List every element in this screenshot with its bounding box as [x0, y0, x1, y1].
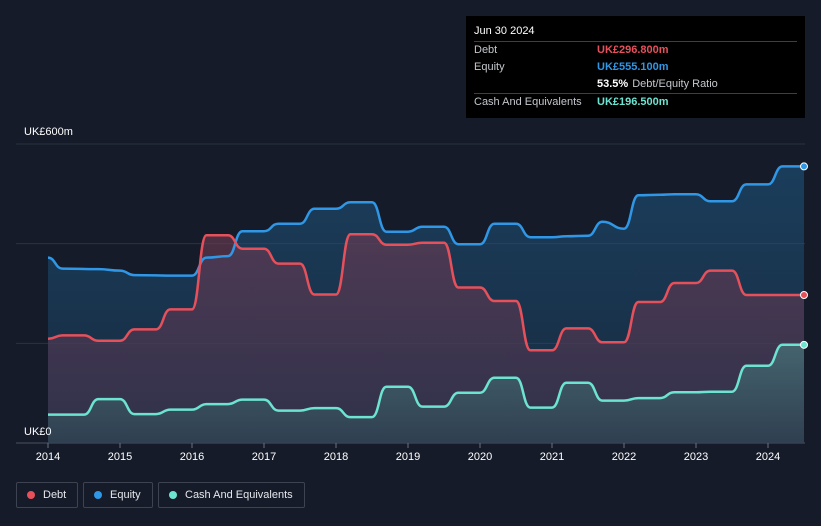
cash-line	[48, 343, 804, 419]
tooltip-panel: Jun 30 2024 Debt UK£296.800m Equity UK£5…	[466, 16, 805, 118]
chart-legend: Debt Equity Cash And Equivalents	[16, 482, 310, 510]
tooltip-date: Jun 30 2024	[474, 25, 535, 37]
tooltip-cash-value: UK£196.500m	[597, 96, 669, 108]
tooltip-equity-value: UK£555.100m	[597, 61, 669, 73]
legend-debt-dot	[27, 491, 35, 499]
tooltip-cash-row: Cash And Equivalents UK£196.500m	[474, 93, 797, 111]
cash-area	[48, 344, 804, 443]
x-tick-label: 2016	[180, 451, 204, 463]
tooltip-ratio-value: 53.5%	[597, 78, 629, 90]
series-areas	[48, 166, 804, 443]
tooltip-debt-value: UK£296.800m	[597, 44, 669, 56]
x-tick-label: 2024	[756, 451, 780, 463]
x-tick-label: 2020	[468, 451, 492, 463]
x-tick-label: 2017	[252, 451, 276, 463]
x-tick-label: 2014	[36, 451, 60, 463]
legend-debt[interactable]: Debt	[16, 482, 78, 508]
x-tick-label: 2019	[396, 451, 420, 463]
legend-equity-dot	[94, 491, 102, 499]
legend-debt-label: Debt	[43, 489, 67, 501]
tooltip-equity-label: Equity	[474, 61, 505, 73]
legend-cash[interactable]: Cash And Equivalents	[158, 482, 305, 508]
y-axis-top-label: UK£600m	[24, 126, 73, 138]
x-tick-label: 2022	[612, 451, 636, 463]
legend-equity[interactable]: Equity	[83, 482, 153, 508]
legend-equity-label: Equity	[110, 489, 141, 501]
debt-end-point	[800, 290, 808, 299]
tooltip-debt-row: Debt UK£296.800m	[474, 41, 797, 59]
end-markers	[800, 162, 808, 349]
x-tick-label: 2015	[108, 451, 132, 463]
x-tick-label: 2018	[324, 451, 348, 463]
tooltip-ratio-label: Debt/Equity Ratio	[632, 78, 718, 90]
tooltip-ratio-row: 53.5% Debt/Equity Ratio	[474, 76, 797, 93]
x-axis-ticks: 2014 2015 2016 2017 2018 2019 2020 2021 2022 2023…	[36, 443, 780, 463]
tooltip-cash-label: Cash And Equivalents	[474, 96, 582, 108]
series-lines	[47, 165, 804, 419]
equity-end-point	[800, 162, 808, 171]
cash-end-point	[800, 340, 808, 349]
x-tick-label: 2021	[540, 451, 564, 463]
tooltip-debt-label: Debt	[474, 44, 498, 56]
legend-cash-dot	[169, 491, 177, 499]
x-tick-label: 2023	[684, 451, 708, 463]
tooltip-equity-row: Equity UK£555.100m	[474, 59, 797, 76]
equity-line	[47, 165, 804, 277]
debt-area	[48, 234, 804, 443]
legend-cash-label: Cash And Equivalents	[185, 489, 293, 501]
debt-line	[47, 232, 804, 352]
y-axis-bottom-label: UK£0	[24, 426, 52, 438]
